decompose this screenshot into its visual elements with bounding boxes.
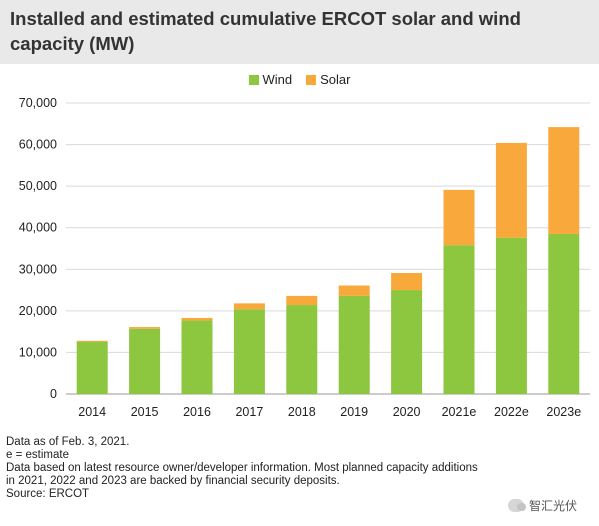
x-tick-label: 2019	[340, 405, 368, 419]
bar-wind	[233, 309, 265, 394]
legend-item-solar: Solar	[306, 72, 350, 87]
bar-solar	[495, 142, 527, 238]
bar-solar	[76, 340, 108, 342]
x-tick-label: 2015	[131, 405, 159, 419]
legend-swatch-wind	[248, 74, 259, 85]
chart-title: Installed and estimated cumulative ERCOT…	[10, 8, 521, 54]
bar-solar	[391, 273, 423, 291]
y-tick-label: 70,000	[19, 96, 57, 110]
bar-solar	[548, 127, 580, 234]
x-tick-label: 2021e	[442, 405, 477, 419]
x-tick-label: 2023e	[546, 405, 581, 419]
bar-solar	[129, 327, 161, 329]
bar-solar	[443, 189, 475, 246]
x-tick-label: 2022e	[494, 405, 529, 419]
title-bar: Installed and estimated cumulative ERCOT…	[0, 0, 599, 64]
x-tick-label: 2017	[235, 405, 263, 419]
legend-label-solar: Solar	[320, 72, 351, 87]
x-tick-label: 2016	[183, 405, 211, 419]
footnotes: Data as of Feb. 3, 2021. e = estimate Da…	[6, 436, 596, 501]
x-tick-label: 2014	[78, 405, 106, 419]
chart-plot: 0 10,000 20,000 30,000 40,000 50,000 60,000 70,…	[19, 96, 590, 419]
y-tick-label: 50,000	[19, 179, 57, 193]
bar-wind	[76, 341, 108, 394]
wechat-icon	[507, 499, 526, 512]
legend: Wind Solar	[0, 72, 599, 87]
legend-swatch-solar	[306, 74, 317, 85]
watermark: 智汇光伏	[507, 497, 577, 514]
x-tick-label: 2018	[288, 405, 316, 419]
y-tick-label: 0	[50, 387, 57, 401]
y-tick-label: 30,000	[19, 262, 57, 276]
footnote-data-basis-cont: in 2021, 2022 and 2023 are backed by fin…	[6, 475, 340, 487]
y-tick-label: 40,000	[19, 221, 57, 235]
y-tick-label: 20,000	[19, 304, 57, 318]
bar-wind	[443, 245, 475, 394]
bar-wind	[286, 305, 318, 394]
bar-wind	[548, 233, 580, 394]
bar-wind	[495, 237, 527, 394]
footnote-source: Source: ERCOT	[6, 488, 90, 500]
legend-item-wind: Wind	[248, 72, 293, 87]
bar-solar	[338, 285, 370, 296]
y-tick-label: 10,000	[19, 345, 57, 359]
bar-solar	[286, 295, 318, 306]
bar-wind	[391, 290, 423, 394]
legend-label-wind: Wind	[262, 72, 293, 87]
bar-solar	[181, 317, 213, 321]
footnote-estimate: e = estimate	[6, 449, 69, 461]
footnote-data-basis: Data based on latest resource owner/deve…	[6, 462, 478, 474]
footnote-date: Data as of Feb. 3, 2021.	[6, 436, 130, 448]
bar-solar	[233, 303, 265, 310]
y-tick-label: 60,000	[19, 138, 57, 152]
watermark-text: 智汇光伏	[528, 499, 577, 513]
bar-wind	[181, 320, 213, 394]
bar-wind	[338, 295, 370, 394]
bar-wind	[129, 328, 161, 394]
x-tick-label: 2020	[393, 405, 421, 419]
